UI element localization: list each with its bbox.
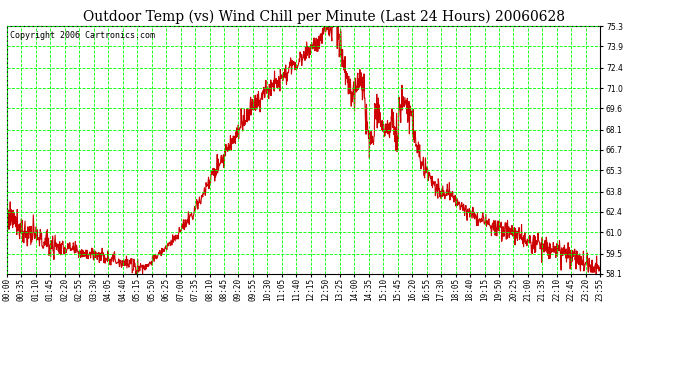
Text: Outdoor Temp (vs) Wind Chill per Minute (Last 24 Hours) 20060628: Outdoor Temp (vs) Wind Chill per Minute … — [83, 9, 565, 24]
Text: Copyright 2006 Cartronics.com: Copyright 2006 Cartronics.com — [10, 31, 155, 40]
